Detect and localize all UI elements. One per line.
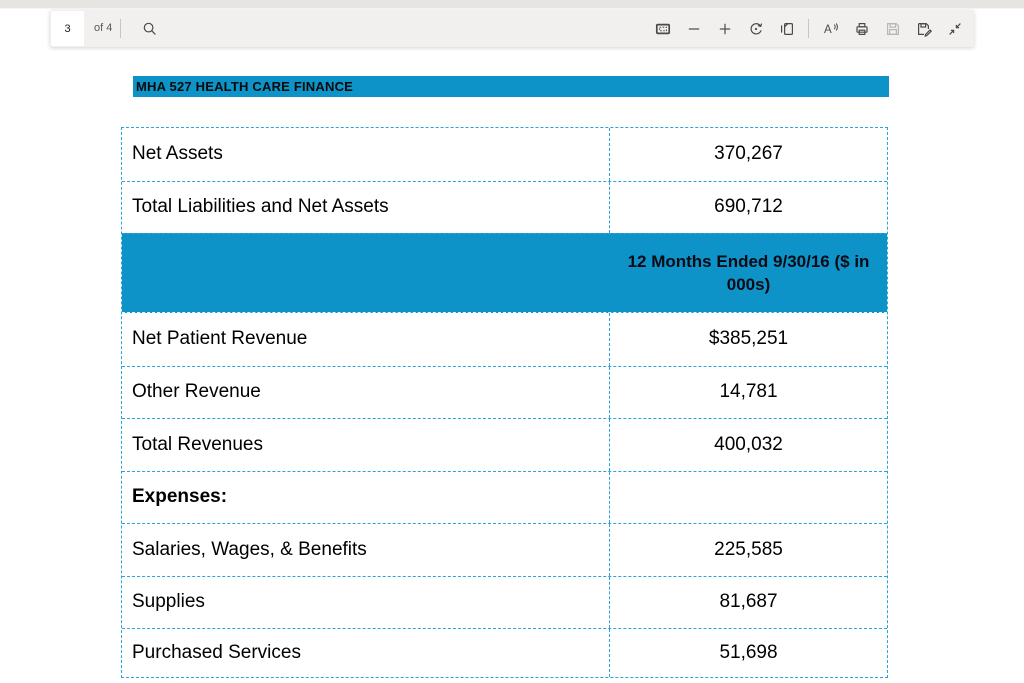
table-row: Other Revenue 14,781 <box>122 365 887 418</box>
pdf-toolbar: of 4 <box>50 10 974 47</box>
row-label: Supplies <box>122 576 610 628</box>
row-label: Purchased Services <box>122 629 610 677</box>
row-label: Other Revenue <box>122 366 610 418</box>
print-icon <box>854 21 870 37</box>
table-row: Total Revenues 400,032 <box>122 418 887 471</box>
row-value: 400,032 <box>714 433 783 455</box>
row-value: 690,712 <box>714 196 783 218</box>
window-top-strip <box>0 0 1024 9</box>
table-header-title: 12 Months Ended 9/30/16 ($ in 000s) <box>627 252 870 294</box>
table-row: Purchased Services 51,698 <box>122 628 887 677</box>
zoom-out-icon <box>686 21 702 37</box>
row-value: 370,267 <box>714 143 783 165</box>
save-as-button[interactable] <box>908 10 939 47</box>
row-label: Net Patient Revenue <box>122 313 610 366</box>
table-row: Total Liabilities and Net Assets 690,712 <box>122 180 887 233</box>
table-row: Net Assets 370,267 <box>122 128 887 181</box>
fit-to-page-icon <box>655 21 671 37</box>
save-as-icon <box>916 21 932 37</box>
row-label: Net Assets <box>122 128 610 181</box>
row-label: Total Liabilities and Net Assets <box>122 181 610 233</box>
table-row: Net Patient Revenue $385,251 <box>122 313 887 366</box>
table-row: Salaries, Wages, & Benefits 225,585 <box>122 523 887 576</box>
row-value: 14,781 <box>719 381 778 403</box>
finance-table: Net Assets 370,267 Total Liabilities and N… <box>121 127 888 678</box>
row-value: 81,687 <box>719 591 778 613</box>
row-value: 51,698 <box>719 641 778 663</box>
print-button[interactable] <box>846 10 877 47</box>
toolbar-right-group: A <box>647 10 970 47</box>
read-aloud-button[interactable]: A <box>815 10 846 47</box>
page-view-button[interactable] <box>771 10 802 47</box>
row-label <box>122 234 610 312</box>
collapse-toolbar-icon <box>947 21 963 37</box>
save-button[interactable] <box>877 10 908 47</box>
zoom-in-button[interactable] <box>709 10 740 47</box>
row-label: Expenses: <box>122 471 610 523</box>
zoom-out-button[interactable] <box>678 10 709 47</box>
search-icon <box>142 21 158 37</box>
zoom-in-icon <box>717 21 733 37</box>
page-number-input[interactable] <box>51 11 84 46</box>
collapse-toolbar-button[interactable] <box>939 10 970 47</box>
read-aloud-icon: A <box>822 21 840 37</box>
svg-text:A: A <box>824 24 832 36</box>
table-row: Expenses: <box>122 470 887 524</box>
table-header-row: 12 Months Ended 9/30/16 ($ in 000s) <box>122 233 887 313</box>
page-view-icon <box>779 21 795 37</box>
row-value <box>610 472 887 524</box>
row-label: Total Revenues <box>122 419 610 471</box>
rotate-icon <box>748 21 764 37</box>
toolbar-divider <box>808 19 809 38</box>
table-row: Supplies 81,687 <box>122 575 887 628</box>
rotate-button[interactable] <box>740 10 771 47</box>
document-title-bar: MHA 527 HEALTH CARE FINANCE <box>133 76 889 97</box>
row-value: 225,585 <box>714 538 783 560</box>
row-value: $385,251 <box>708 328 789 350</box>
toolbar-divider <box>120 19 121 38</box>
search-button[interactable] <box>134 10 165 47</box>
fit-to-page-button[interactable] <box>647 10 678 47</box>
row-label: Salaries, Wages, & Benefits <box>122 524 610 576</box>
page-count-label: of 4 <box>94 22 113 34</box>
save-icon <box>885 21 901 37</box>
